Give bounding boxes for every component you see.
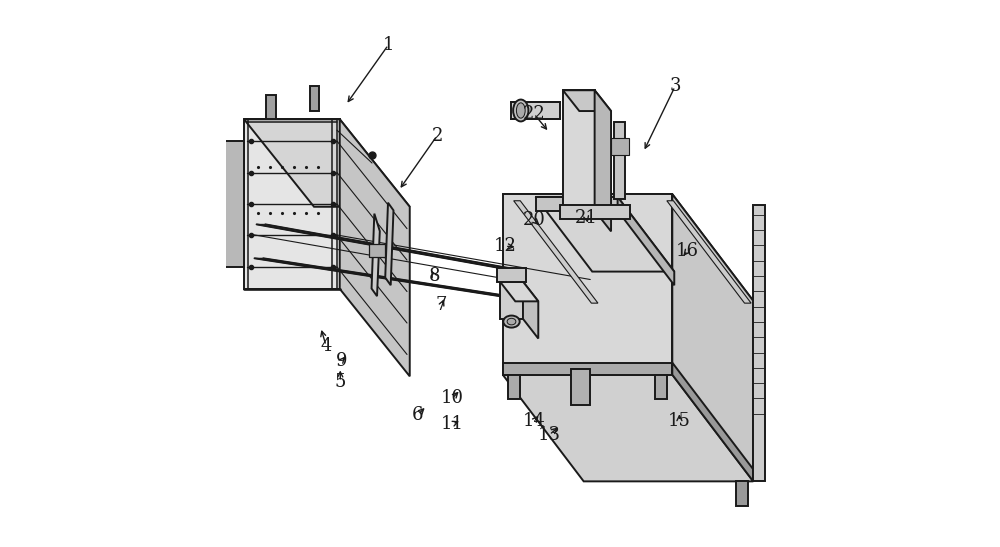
- Polygon shape: [310, 86, 319, 111]
- Polygon shape: [571, 369, 590, 405]
- Text: 20: 20: [522, 211, 545, 229]
- Polygon shape: [508, 375, 520, 399]
- Polygon shape: [503, 375, 753, 481]
- Ellipse shape: [513, 100, 528, 121]
- Polygon shape: [500, 282, 538, 301]
- Polygon shape: [372, 214, 380, 296]
- Polygon shape: [523, 282, 538, 339]
- Text: 13: 13: [538, 426, 561, 444]
- Polygon shape: [503, 363, 672, 375]
- Polygon shape: [667, 201, 751, 303]
- Text: 8: 8: [429, 267, 440, 285]
- Polygon shape: [225, 141, 244, 267]
- Ellipse shape: [507, 318, 516, 325]
- Text: 15: 15: [668, 412, 691, 430]
- Text: 9: 9: [336, 352, 347, 370]
- Polygon shape: [672, 194, 753, 481]
- Polygon shape: [340, 119, 410, 376]
- Polygon shape: [497, 268, 526, 282]
- Text: 6: 6: [412, 406, 424, 423]
- Text: 7: 7: [436, 296, 447, 314]
- Polygon shape: [560, 205, 630, 219]
- Polygon shape: [257, 224, 525, 271]
- Polygon shape: [503, 194, 753, 301]
- Polygon shape: [536, 197, 674, 271]
- Ellipse shape: [503, 316, 520, 328]
- Polygon shape: [266, 95, 276, 119]
- Ellipse shape: [516, 103, 525, 118]
- Polygon shape: [369, 244, 385, 258]
- Text: 2: 2: [431, 127, 443, 144]
- Text: 16: 16: [676, 242, 699, 259]
- Text: 10: 10: [441, 389, 464, 407]
- Polygon shape: [595, 90, 611, 231]
- Text: 14: 14: [522, 412, 545, 430]
- Text: 1: 1: [383, 36, 394, 54]
- Text: 12: 12: [493, 237, 516, 255]
- Polygon shape: [511, 102, 560, 119]
- Polygon shape: [563, 90, 595, 211]
- Polygon shape: [618, 197, 674, 286]
- Polygon shape: [503, 194, 672, 375]
- Text: 3: 3: [669, 78, 681, 95]
- Polygon shape: [655, 375, 667, 399]
- Polygon shape: [736, 481, 748, 506]
- Polygon shape: [385, 203, 393, 285]
- Text: 11: 11: [441, 415, 464, 433]
- Polygon shape: [614, 122, 625, 199]
- Text: 22: 22: [523, 105, 545, 123]
- Polygon shape: [244, 119, 410, 207]
- Polygon shape: [244, 119, 340, 289]
- Polygon shape: [563, 90, 611, 111]
- Polygon shape: [255, 258, 525, 299]
- Text: 5: 5: [335, 373, 346, 391]
- Polygon shape: [611, 138, 629, 155]
- Polygon shape: [500, 282, 523, 319]
- Text: 4: 4: [320, 337, 332, 354]
- Polygon shape: [672, 363, 753, 481]
- Polygon shape: [536, 197, 618, 211]
- Text: 21: 21: [575, 209, 598, 226]
- Polygon shape: [514, 201, 598, 303]
- Polygon shape: [753, 205, 765, 481]
